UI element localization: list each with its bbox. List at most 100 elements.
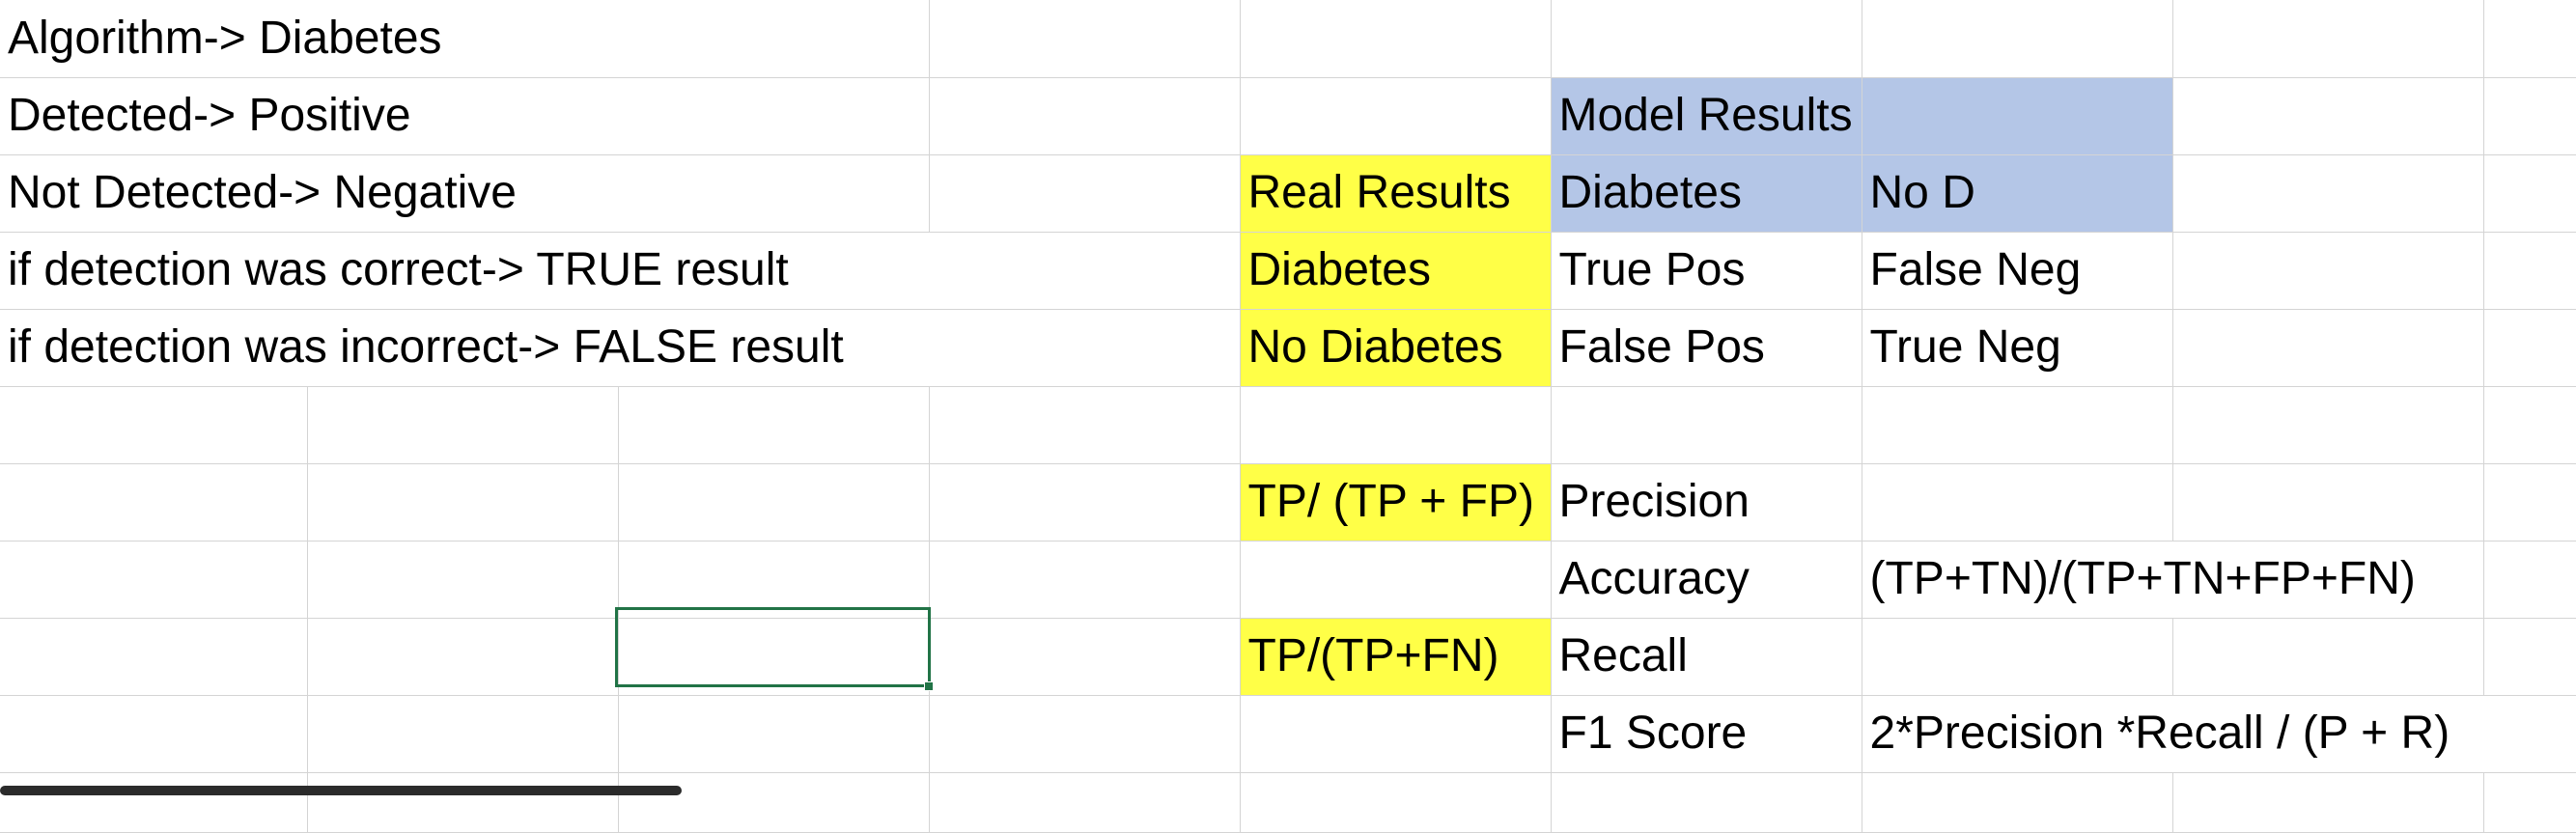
cell-A3[interactable]: Not Detected-> Negative (0, 154, 517, 233)
cell-I6[interactable] (2483, 386, 2576, 464)
cell-H2[interactable] (2172, 77, 2484, 155)
cell-E2[interactable] (1240, 77, 1552, 155)
cell-F8[interactable]: Accuracy (1551, 541, 1862, 619)
cell-E9[interactable]: TP/(TP+FN) (1240, 618, 1552, 696)
cell-H6[interactable] (2172, 386, 2484, 464)
cell-C6[interactable] (618, 386, 930, 464)
cell-B3[interactable] (307, 154, 618, 233)
cell-D3[interactable] (929, 154, 1241, 233)
cell-I7[interactable] (2483, 463, 2576, 541)
cell-D8[interactable] (929, 541, 1241, 619)
cell-D1[interactable] (929, 0, 1241, 78)
cell-E4[interactable]: Diabetes (1240, 232, 1552, 310)
cell-A1[interactable]: Algorithm-> Diabetes (0, 0, 442, 78)
cell-I3[interactable] (2483, 154, 2576, 233)
cell-F11[interactable] (1551, 772, 1862, 833)
cell-D4[interactable] (929, 232, 1241, 310)
cell-C2[interactable] (618, 77, 930, 155)
cell-H3[interactable] (2172, 154, 2484, 233)
cell-G1[interactable] (1862, 0, 2173, 78)
cell-A11[interactable] (0, 772, 308, 833)
cell-A5[interactable]: if detection was incorrect-> FALSE resul… (0, 309, 844, 387)
cell-B9[interactable] (307, 618, 619, 696)
cell-B1[interactable] (307, 0, 618, 78)
cell-E3[interactable]: Real Results (1240, 154, 1552, 233)
cell-A4[interactable]: if detection was correct-> TRUE result (0, 232, 789, 310)
cell-I9[interactable] (2483, 618, 2576, 696)
cell-A7[interactable] (0, 463, 308, 541)
cell-E10[interactable] (1240, 695, 1552, 773)
cell-F2[interactable]: Model Results (1551, 77, 1862, 155)
cell-G6[interactable] (1862, 386, 2173, 464)
cell-B5[interactable] (307, 309, 618, 387)
cell-D9[interactable] (929, 618, 1241, 696)
cell-B10[interactable] (307, 695, 619, 773)
cell-A2[interactable]: Detected-> Positive (0, 77, 411, 155)
cell-D6[interactable] (929, 386, 1241, 464)
cell-F10[interactable]: F1 Score (1551, 695, 1862, 773)
horizontal-scrollbar[interactable] (0, 786, 682, 795)
cell-H7[interactable] (2172, 463, 2484, 541)
cell-F3[interactable]: Diabetes (1551, 154, 1862, 233)
cell-B11[interactable] (307, 772, 619, 833)
cell-C11[interactable] (618, 772, 930, 833)
cell-E11[interactable] (1240, 772, 1552, 833)
cell-H5[interactable] (2172, 309, 2484, 387)
cell-E7[interactable]: TP/ (TP + FP) (1240, 463, 1552, 541)
cell-A10[interactable] (0, 695, 308, 773)
cell-G9[interactable] (1862, 618, 2173, 696)
cell-C8[interactable] (618, 541, 930, 619)
cell-G3[interactable]: No D (1862, 154, 2173, 233)
cell-F4[interactable]: True Pos (1551, 232, 1862, 310)
cell-F7[interactable]: Precision (1551, 463, 1862, 541)
cell-C1[interactable] (618, 0, 930, 78)
cell-G2[interactable] (1862, 77, 2173, 155)
cell-H10[interactable] (2172, 695, 2483, 773)
cell-G10[interactable]: 2*Precision *Recall / (P + R) (1862, 695, 2450, 773)
cell-C10[interactable] (618, 695, 930, 773)
cell-H1[interactable] (2172, 0, 2484, 78)
cell-A9[interactable] (0, 618, 308, 696)
cell-H8[interactable] (2172, 541, 2484, 619)
cell-B6[interactable] (307, 386, 619, 464)
cell-A8[interactable] (0, 541, 308, 619)
cell-E6[interactable] (1240, 386, 1552, 464)
cell-E5[interactable]: No Diabetes (1240, 309, 1552, 387)
cell-F9[interactable]: Recall (1551, 618, 1862, 696)
cell-B2[interactable] (307, 77, 618, 155)
cell-C3[interactable] (618, 154, 930, 233)
cell-F5[interactable]: False Pos (1551, 309, 1862, 387)
cell-I11[interactable] (2483, 772, 2576, 833)
cell-G7[interactable] (1862, 463, 2173, 541)
cell-I10[interactable] (2483, 695, 2576, 773)
cell-H9[interactable] (2172, 618, 2484, 696)
cell-G11[interactable] (1862, 772, 2173, 833)
cell-A6[interactable] (0, 386, 308, 464)
cell-I5[interactable] (2483, 309, 2576, 387)
cell-H4[interactable] (2172, 232, 2484, 310)
cell-F1[interactable] (1551, 0, 1862, 78)
cell-D7[interactable] (929, 463, 1241, 541)
cell-E8[interactable] (1240, 541, 1552, 619)
cell-B7[interactable] (307, 463, 619, 541)
cell-E1[interactable] (1240, 0, 1552, 78)
cell-C4[interactable] (618, 232, 929, 310)
cell-B4[interactable] (307, 232, 618, 310)
cell-G8[interactable]: (TP+TN)/(TP+TN+FP+FN) (1862, 541, 2416, 619)
cell-G5[interactable]: True Neg (1862, 309, 2173, 387)
cell-I1[interactable] (2483, 0, 2576, 78)
cell-C7[interactable] (618, 463, 930, 541)
cell-F6[interactable] (1551, 386, 1862, 464)
fill-handle[interactable] (924, 681, 934, 691)
cell-I8[interactable] (2483, 541, 2576, 619)
cell-B8[interactable] (307, 541, 619, 619)
cell-D11[interactable] (929, 772, 1241, 833)
cell-D10[interactable] (929, 695, 1241, 773)
cell-I4[interactable] (2483, 232, 2576, 310)
cell-G4[interactable]: False Neg (1862, 232, 2173, 310)
cell-D2[interactable] (929, 77, 1241, 155)
cell-C5[interactable] (618, 309, 929, 387)
cell-I2[interactable] (2483, 77, 2576, 155)
cell-H11[interactable] (2172, 772, 2484, 833)
cell-D5[interactable] (929, 309, 1241, 387)
